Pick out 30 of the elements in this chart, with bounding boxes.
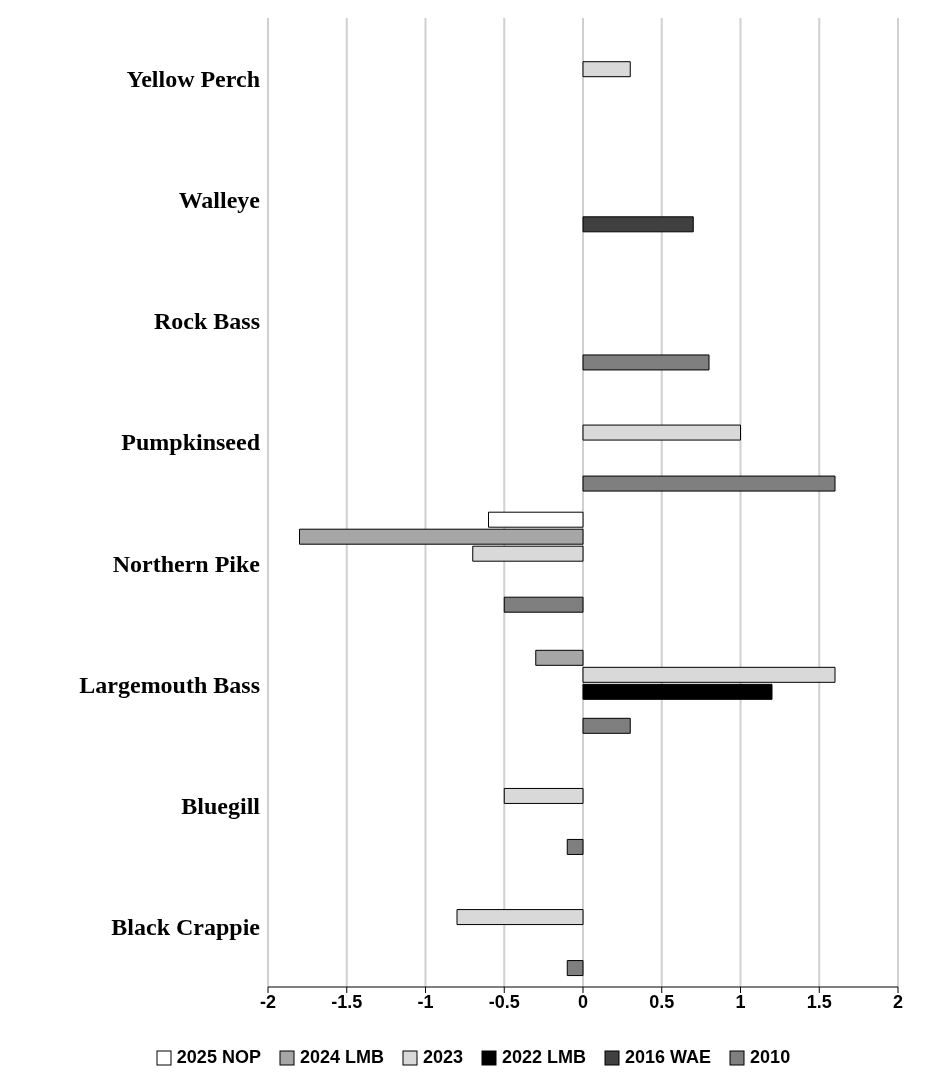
y-tick-label: Northern Pike — [112, 550, 261, 577]
bar — [582, 717, 631, 734]
legend-label: 2010 — [750, 1047, 791, 1068]
x-tick-label: -2 — [259, 991, 277, 1012]
y-tick-label: Walleye — [178, 187, 261, 214]
x-tick-label: -1.5 — [331, 991, 363, 1012]
x-tick-label: 2 — [892, 991, 904, 1012]
x-tick-label: 1.5 — [806, 991, 832, 1012]
x-tick-label: 0.5 — [649, 991, 675, 1012]
x-tick-label: 0 — [577, 991, 589, 1012]
bar — [503, 596, 584, 613]
x-tick-label: -0.5 — [488, 991, 520, 1012]
y-tick-label: Yellow Perch — [126, 66, 260, 93]
bar — [582, 216, 694, 233]
legend-label: 2023 — [422, 1047, 463, 1068]
x-tick-label: 1 — [735, 991, 746, 1012]
y-tick-label: Rock Bass — [153, 308, 260, 335]
y-tick-label: Pumpkinseed — [121, 429, 261, 456]
bar — [582, 354, 710, 371]
y-tick-label: Bluegill — [181, 792, 261, 819]
y-tick-label: Black Crappie — [111, 913, 261, 940]
x-tick-label: -1 — [417, 991, 434, 1012]
y-tick-label: Largemouth Bass — [79, 671, 260, 698]
legend-label: 2022 LMB — [502, 1047, 587, 1068]
legend-label: 2025 NOP — [176, 1047, 261, 1068]
legend-label: 2016 WAE — [625, 1047, 712, 1068]
bar — [582, 475, 836, 492]
bar — [566, 960, 584, 977]
legend-label: 2024 LMB — [299, 1047, 384, 1068]
bar — [566, 838, 584, 855]
